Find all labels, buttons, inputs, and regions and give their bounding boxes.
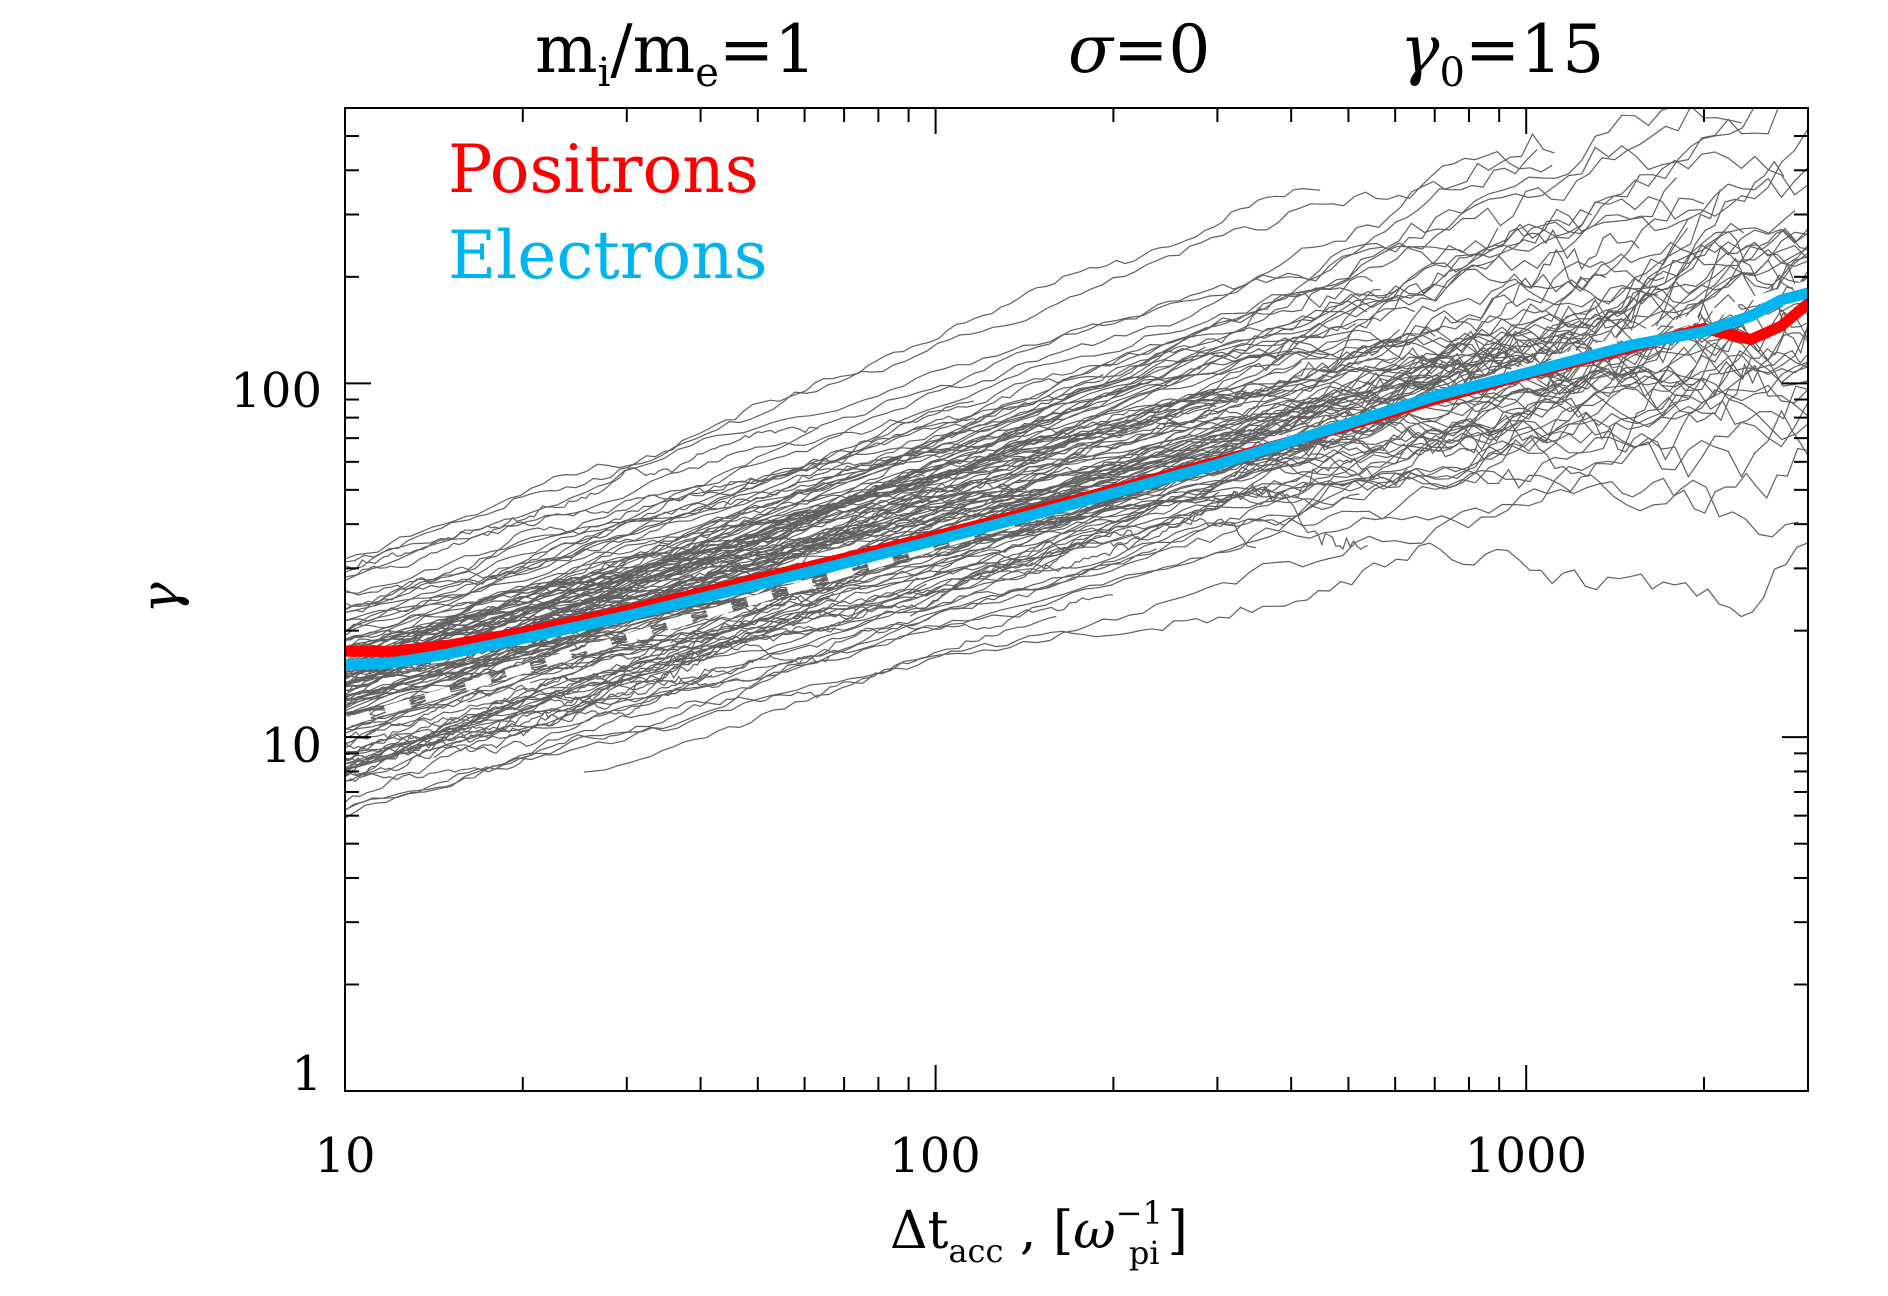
background-trajectory-136: [345, 287, 1398, 563]
background-trajectory-75: [541, 276, 1374, 589]
background-trajectory-76: [345, 150, 1553, 560]
x-axis-label: Δtacc , [ω−1 pi]: [890, 1194, 1188, 1272]
background-trajectory-114: [345, 108, 1755, 710]
background-trajectory-137: [345, 476, 1301, 773]
title-mass-ratio: mi/me=1: [535, 11, 816, 96]
background-trajectory-93: [345, 407, 1474, 819]
y-axis-label: γ: [131, 582, 191, 614]
legend-positrons: Positrons: [448, 131, 759, 208]
background-trajectory-19: [782, 517, 1257, 627]
background-trajectory-132: [345, 607, 825, 748]
background-trajectory-101: [345, 413, 1065, 596]
background-trajectory-92: [345, 356, 1705, 772]
background-trajectory-15: [359, 377, 1808, 779]
y-tick-label-100: 100: [230, 363, 322, 419]
background-trajectory-83: [345, 197, 1705, 702]
background-trajectory-153: [345, 659, 754, 778]
background-trajectory-82: [345, 247, 1808, 677]
background-trajectory-140: [345, 443, 1085, 648]
background-trajectory-159: [345, 222, 1745, 670]
background-trajectory-120: [345, 493, 1360, 811]
background-trajectory-134: [345, 300, 1368, 687]
background-trajectory-158: [345, 328, 1697, 688]
background-trajectory-4: [345, 354, 1808, 765]
background-trajectory-74: [345, 108, 1742, 632]
background-trajectory-148: [345, 326, 1808, 594]
background-trajectories: [345, 108, 1808, 819]
background-trajectory-156: [345, 259, 1808, 770]
background-trajectory-30: [345, 620, 742, 739]
background-trajectory-113: [345, 354, 1330, 633]
background-trajectory-2: [345, 426, 819, 573]
x-tick-label-1000: 1000: [1465, 1128, 1587, 1184]
background-trajectory-152: [345, 384, 1808, 811]
background-trajectory-55: [345, 208, 1692, 663]
background-trajectory-3: [345, 396, 1102, 607]
background-trajectory-155: [345, 228, 1808, 723]
background-trajectory-139: [909, 332, 1808, 617]
background-trajectory-138: [345, 479, 1799, 770]
series-line-electrons: [345, 287, 1808, 671]
background-trajectory-99: [345, 346, 1206, 610]
background-trajectory-150: [345, 306, 1808, 670]
background-trajectory-146: [345, 108, 1779, 578]
background-trajectory-107: [345, 364, 1808, 698]
background-trajectory-121: [345, 501, 1093, 761]
background-trajectory-157: [345, 398, 1605, 666]
title-gamma0: γ0=15: [1400, 11, 1604, 96]
background-trajectory-18: [345, 550, 1070, 745]
background-trajectory-40: [936, 349, 1808, 558]
axis-ticks: [344, 107, 1809, 1092]
title-sigma: σ=0: [1068, 11, 1210, 88]
background-trajectory-125: [345, 592, 834, 760]
x-tick-label-10: 10: [314, 1128, 375, 1184]
background-trajectory-144: [345, 615, 1057, 782]
background-trajectory-1: [345, 128, 1808, 655]
y-tick-label-10: 10: [261, 718, 322, 774]
background-trajectory-127: [751, 276, 1665, 571]
background-trajectory-64: [345, 413, 990, 614]
background-trajectory-35: [583, 542, 1808, 773]
background-trajectory-13: [345, 187, 1321, 570]
background-trajectory-129: [345, 108, 1672, 655]
background-trajectory-116: [345, 133, 1555, 633]
background-trajectory-61: [345, 400, 974, 582]
background-trajectory-149: [433, 594, 1114, 759]
background-trajectory-67: [345, 321, 1734, 765]
y-tick-label-1: 1: [291, 1046, 322, 1102]
background-trajectory-87: [529, 343, 1808, 684]
background-trajectory-154: [848, 227, 1640, 524]
series-layer: [345, 280, 1808, 727]
background-trajectory-54: [345, 149, 1538, 611]
legend-electrons: Electrons: [448, 217, 768, 294]
background-trajectory-77: [345, 167, 1808, 674]
background-trajectory-117: [345, 323, 1581, 650]
background-trajectory-143: [345, 393, 1689, 715]
x-tick-label-100: 100: [889, 1128, 981, 1184]
plot-frame: [344, 107, 1809, 1092]
